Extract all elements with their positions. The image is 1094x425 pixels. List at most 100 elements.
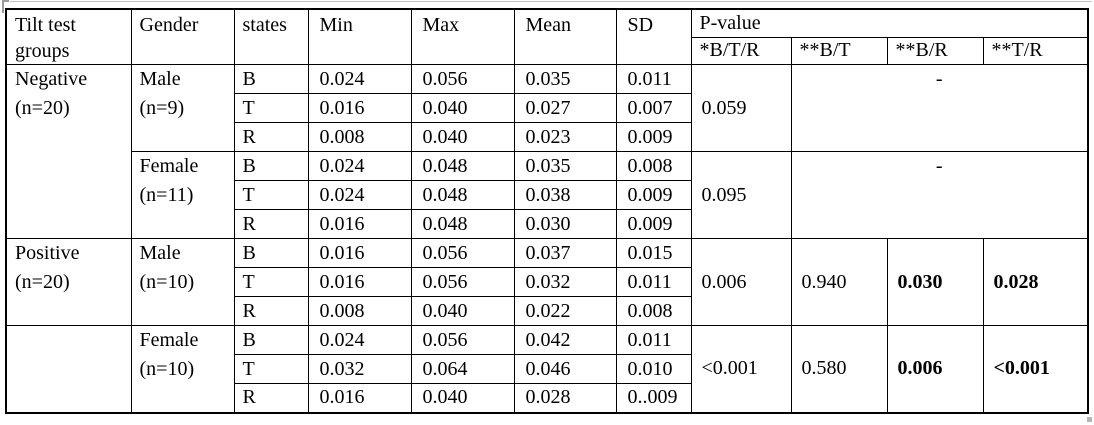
cell-sd: 0.007 [615, 93, 692, 123]
cell-p-br: 0.030 [886, 238, 984, 326]
col-header-p-tr: **T/R [982, 36, 1089, 66]
gender-label: Female [139, 329, 199, 351]
table-row: R 0.016 0.048 0.030 0.009 [6, 209, 1088, 239]
gender-cell-male: Male (n=10) [130, 238, 235, 326]
cell-max: 0.064 [410, 354, 515, 384]
cell-max: 0.048 [410, 180, 515, 210]
col-header-p-bt: **B/T [790, 36, 888, 66]
cell-state: B [233, 64, 309, 94]
cell-mean: 0.037 [513, 238, 617, 268]
cell-sd: 0.009 [615, 122, 692, 152]
cell-p-tr: 0.028 [982, 238, 1089, 326]
cell-max: 0.056 [410, 267, 515, 297]
cell-state: R [233, 296, 309, 326]
cell-max: 0.056 [410, 238, 515, 268]
table-row: Female (n=11) B 0.024 0.048 0.035 0.008 … [6, 151, 1089, 239]
cell-max: 0.040 [410, 383, 515, 413]
gender-label: Female [139, 155, 199, 177]
cell-min: 0.024 [307, 64, 412, 94]
group-label: Positive [15, 242, 80, 264]
col-header-max: Max [410, 8, 515, 65]
group-n: (n=20) [15, 271, 70, 293]
cell-p-bt: 0.940 [790, 238, 888, 326]
cell-mean: 0.023 [513, 122, 617, 152]
cell-state: B [233, 325, 309, 355]
cell-sd: 0.015 [615, 238, 692, 268]
cell-min: 0.024 [307, 151, 412, 181]
table-row: R 0.016 0.040 0.028 0..009 [6, 383, 1088, 413]
cell-sd: 0.009 [615, 180, 692, 210]
selection-handle-top-left [2, 0, 9, 2]
group-label: Negative [15, 68, 88, 90]
cell-max: 0.056 [410, 64, 515, 94]
cell-mean: 0.022 [513, 296, 617, 326]
cell-state: T [233, 267, 309, 297]
cell-sd: 0.009 [615, 209, 692, 239]
cell-min: 0.008 [307, 296, 412, 326]
table-row: Female (n=10) B 0.024 0.056 0.042 0.011 … [5, 325, 1089, 413]
gender-n: (n=10) [139, 271, 195, 293]
cell-sd: 0.011 [615, 267, 692, 297]
gender-cell-female: Female (n=11) [130, 151, 235, 239]
cell-mean: 0.028 [513, 383, 617, 413]
col-header-sd: SD [615, 8, 692, 65]
cell-min: 0.024 [307, 180, 412, 210]
gender-n: (n=10) [139, 358, 195, 380]
group-n: (n=20) [15, 97, 70, 119]
col-header-min: Min [307, 8, 412, 65]
cell-state: R [233, 209, 309, 239]
cell-p-btr: <0.001 [690, 325, 792, 413]
col-header-p-value: P-value [690, 8, 1089, 38]
cell-mean: 0.046 [513, 354, 617, 384]
cell-state: T [233, 180, 309, 210]
group-cell-positive: Positive (n=20) [5, 238, 132, 326]
gender-n: (n=11) [139, 184, 194, 206]
tilt-test-statistics-table: Tilt test groups Gender states Min Max M… [5, 8, 1089, 414]
cell-sd: 0.008 [615, 151, 692, 181]
cell-sd: 0.011 [615, 325, 692, 355]
gender-cell-male: Male (n=9) [130, 64, 235, 152]
cell-mean: 0.030 [513, 209, 617, 239]
cell-p-btr: 0.095 [690, 151, 792, 239]
cell-state: T [233, 354, 309, 384]
cell-max: 0.048 [410, 209, 515, 239]
gender-label: Male [139, 68, 181, 90]
col-header-states: states [233, 8, 309, 65]
cell-state: T [233, 93, 309, 123]
gender-n: (n=9) [139, 97, 185, 119]
group-cell-empty [5, 325, 132, 413]
table-row: T 0.016 0.056 0.032 0.011 [6, 267, 1088, 297]
gender-label: Male [139, 242, 181, 264]
cell-state: R [233, 383, 309, 413]
cell-max: 0.056 [410, 325, 515, 355]
col-header-p-br: **B/R [886, 36, 984, 66]
cell-mean: 0.035 [513, 64, 617, 94]
table-row: R 0.008 0.040 0.022 0.008 [6, 296, 1088, 326]
selection-frame-line [10, 1, 1092, 2]
cell-min: 0.016 [307, 383, 412, 413]
table-row: R 0.008 0.040 0.023 0.009 [6, 122, 1088, 152]
cell-state: B [233, 238, 309, 268]
cell-mean: 0.027 [513, 93, 617, 123]
cell-p-br: 0.006 [886, 325, 984, 413]
cell-state: B [233, 151, 309, 181]
cell-min: 0.032 [307, 354, 412, 384]
gender-cell-female: Female (n=10) [130, 325, 235, 413]
col-header-gender: Gender [130, 8, 235, 65]
cell-sd: 0.011 [615, 64, 692, 94]
cell-sd: 0.010 [615, 354, 692, 384]
cell-mean: 0.042 [513, 325, 617, 355]
cell-p-merged-dash: - [790, 64, 1089, 152]
cell-min: 0.024 [307, 325, 412, 355]
cell-min: 0.016 [307, 209, 412, 239]
selection-handle-bottom-right [1087, 417, 1092, 422]
table-row: T 0.032 0.064 0.046 0.010 [6, 354, 1088, 384]
cell-min: 0.008 [307, 122, 412, 152]
table-row: Positive (n=20) Male (n=10) B 0.016 0.05… [5, 238, 1089, 326]
selection-handle-top-left [2, 0, 4, 13]
cell-sd: 0..009 [615, 383, 692, 413]
group-cell-negative: Negative (n=20) [5, 64, 132, 239]
cell-p-tr: <0.001 [982, 325, 1089, 413]
col-header-mean: Mean [513, 8, 617, 65]
